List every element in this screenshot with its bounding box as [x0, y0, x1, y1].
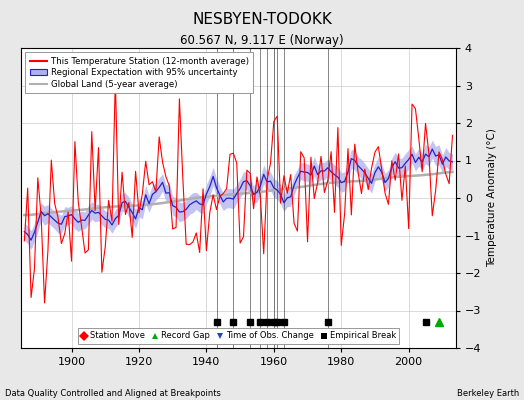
- Text: 60.567 N, 9.117 E (Norway): 60.567 N, 9.117 E (Norway): [180, 34, 344, 47]
- Text: Berkeley Earth: Berkeley Earth: [456, 389, 519, 398]
- Text: NESBYEN-TODOKK: NESBYEN-TODOKK: [192, 12, 332, 27]
- Text: Data Quality Controlled and Aligned at Breakpoints: Data Quality Controlled and Aligned at B…: [5, 389, 221, 398]
- Y-axis label: Temperature Anomaly (°C): Temperature Anomaly (°C): [487, 128, 497, 268]
- Legend: Station Move, Record Gap, Time of Obs. Change, Empirical Break: Station Move, Record Gap, Time of Obs. C…: [78, 328, 399, 344]
